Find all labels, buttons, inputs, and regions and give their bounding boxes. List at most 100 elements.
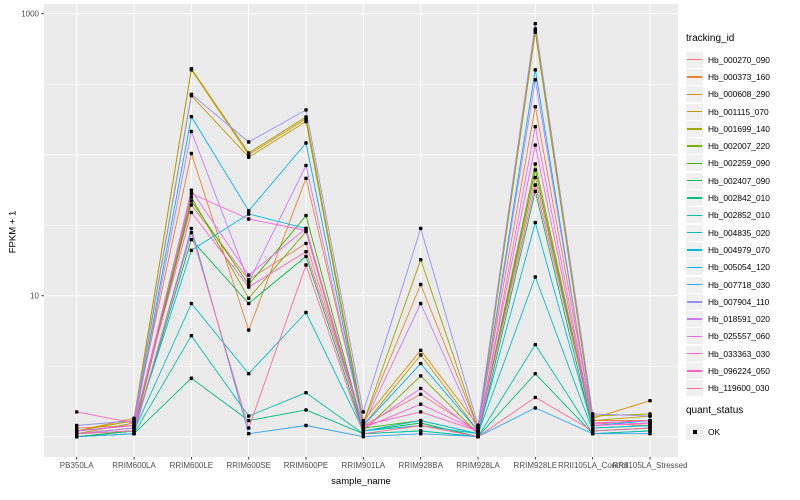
- data-point: [132, 421, 136, 425]
- data-point: [247, 273, 251, 277]
- legend-key-swatch: [686, 172, 703, 189]
- data-point: [247, 140, 251, 144]
- data-point: [476, 429, 480, 433]
- data-point: [189, 129, 194, 134]
- data-point: [419, 392, 423, 396]
- data-point: [189, 115, 194, 119]
- data-point: [533, 28, 537, 33]
- data-point: [419, 226, 423, 231]
- data-point: [247, 280, 251, 284]
- data-point: [247, 414, 251, 418]
- legend-item-label: Hb_007718_030: [708, 279, 770, 290]
- legend-key-swatch: [686, 103, 703, 120]
- x-tick-label: PB350LA: [59, 461, 94, 470]
- legend-item-Hb_005054_120: Hb_005054_120: [686, 259, 798, 276]
- data-point: [247, 155, 251, 159]
- legend-key-swatch: [686, 311, 703, 328]
- data-point: [419, 429, 423, 433]
- legend-item-Hb_001115_070: Hb_001115_070: [686, 103, 798, 120]
- legend-key-swatch: [686, 138, 703, 155]
- data-point: [648, 426, 652, 430]
- data-point: [75, 435, 79, 439]
- data-point: [189, 199, 194, 203]
- data-point: [648, 414, 652, 418]
- data-point: [361, 435, 365, 439]
- legend-item-Hb_007718_030: Hb_007718_030: [686, 276, 798, 293]
- legend-item-Hb_002852_010: Hb_002852_010: [686, 207, 798, 224]
- data-point: [533, 143, 537, 147]
- legend-item-Hb_004835_020: Hb_004835_020: [686, 224, 798, 241]
- data-point: [304, 254, 308, 259]
- legend-key-swatch: [686, 120, 703, 137]
- legend-item-Hb_007904_110: Hb_007904_110: [686, 293, 798, 310]
- legend-item-label: Hb_025557_060: [708, 331, 770, 342]
- legend-item-label: Hb_002852_010: [708, 210, 770, 221]
- data-point: [189, 226, 194, 231]
- data-point: [304, 391, 308, 395]
- data-point: [419, 353, 423, 357]
- data-point: [361, 426, 365, 430]
- data-point: [304, 163, 308, 168]
- data-point: [361, 429, 365, 433]
- x-tick-label: RRIM928LA: [456, 461, 500, 470]
- legend-item-Hb_002407_090: Hb_002407_090: [686, 172, 798, 189]
- legend-item-label: Hb_119600_030: [708, 383, 770, 394]
- data-point: [247, 328, 251, 332]
- quant-status-item: OK: [686, 423, 798, 440]
- data-point: [304, 263, 308, 267]
- data-point: [419, 386, 423, 391]
- legend-item-label: Hb_096224_050: [708, 365, 770, 376]
- x-tick-label: RRII105LA_Stressed: [612, 461, 688, 470]
- data-point: [419, 361, 423, 366]
- x-tick-label: RRIM600LA: [112, 461, 156, 470]
- data-point: [189, 188, 194, 192]
- legend-item-label: Hb_000270_090: [708, 54, 770, 65]
- data-point: [304, 228, 308, 233]
- data-point: [648, 432, 652, 436]
- legend-item-label: Hb_033363_030: [708, 348, 770, 359]
- x-axis-title: sample_name: [331, 476, 391, 487]
- data-point: [533, 168, 537, 172]
- legend-item-label: Hb_004979_070: [708, 244, 770, 255]
- legend-item-Hb_033363_030: Hb_033363_030: [686, 345, 798, 362]
- data-point: [247, 418, 251, 423]
- data-point: [533, 105, 537, 109]
- legend-item-Hb_018591_020: Hb_018591_020: [686, 310, 798, 328]
- data-point: [419, 374, 423, 378]
- data-point: [476, 432, 480, 436]
- data-point: [419, 258, 423, 262]
- x-tick-label: RRIM901LA: [341, 461, 386, 470]
- data-point: [189, 67, 194, 71]
- data-point: [189, 195, 194, 199]
- x-tick-label: RRIM928LE: [513, 461, 558, 470]
- legend-key-swatch: [686, 380, 703, 397]
- data-point: [648, 418, 652, 423]
- data-point: [189, 334, 194, 338]
- data-point: [533, 22, 537, 26]
- y-tick-label: 10: [30, 291, 39, 301]
- data-point: [533, 220, 537, 225]
- data-point: [75, 423, 79, 428]
- data-point: [304, 213, 308, 218]
- legend-key-swatch: [686, 155, 703, 172]
- legend-item-label: Hb_004835_020: [708, 227, 770, 238]
- legend-key-swatch: [686, 68, 703, 85]
- data-point: [419, 282, 423, 287]
- legend-key-swatch: [686, 362, 703, 379]
- legend-item-label: Hb_007904_110: [708, 296, 770, 307]
- data-point: [533, 395, 537, 400]
- data-point: [419, 418, 423, 423]
- legend-item-label: Hb_000608_290: [708, 89, 770, 100]
- legend-item-label: Hb_001699_140: [708, 123, 770, 134]
- data-point: [304, 423, 308, 428]
- data-point: [189, 151, 194, 156]
- data-point: [533, 183, 537, 187]
- data-point: [476, 423, 480, 428]
- legend-item-label: Hb_001115_070: [708, 106, 769, 117]
- data-point: [591, 421, 595, 425]
- data-point: [304, 115, 308, 119]
- data-point: [247, 426, 251, 430]
- data-point: [476, 426, 480, 430]
- legend: tracking_id Hb_000270_090 Hb_000373_160 Hb…: [686, 33, 798, 440]
